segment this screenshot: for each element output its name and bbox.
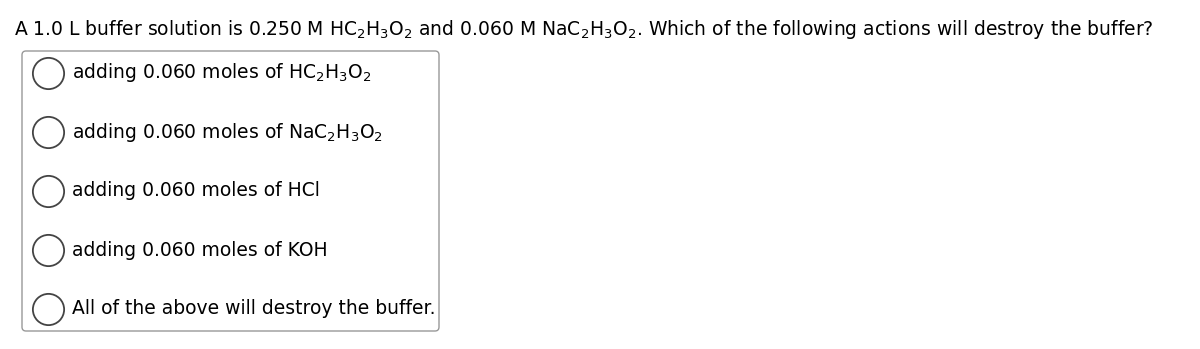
FancyBboxPatch shape	[22, 51, 439, 331]
Text: adding 0.060 moles of HCl: adding 0.060 moles of HCl	[72, 181, 320, 200]
Point	[38, 129, 58, 135]
Point	[38, 70, 58, 76]
Text: All of the above will destroy the buffer.: All of the above will destroy the buffer…	[72, 299, 436, 319]
Text: adding 0.060 moles of HC$_2$H$_3$O$_2$: adding 0.060 moles of HC$_2$H$_3$O$_2$	[72, 61, 372, 84]
Point	[38, 247, 58, 253]
Text: A 1.0 L buffer solution is 0.250 M HC$_2$H$_3$O$_2$ and 0.060 M NaC$_2$H$_3$O$_2: A 1.0 L buffer solution is 0.250 M HC$_2…	[14, 18, 1153, 41]
Text: adding 0.060 moles of NaC$_2$H$_3$O$_2$: adding 0.060 moles of NaC$_2$H$_3$O$_2$	[72, 120, 383, 143]
Text: adding 0.060 moles of KOH: adding 0.060 moles of KOH	[72, 240, 328, 260]
Point	[38, 188, 58, 194]
Point	[38, 306, 58, 312]
